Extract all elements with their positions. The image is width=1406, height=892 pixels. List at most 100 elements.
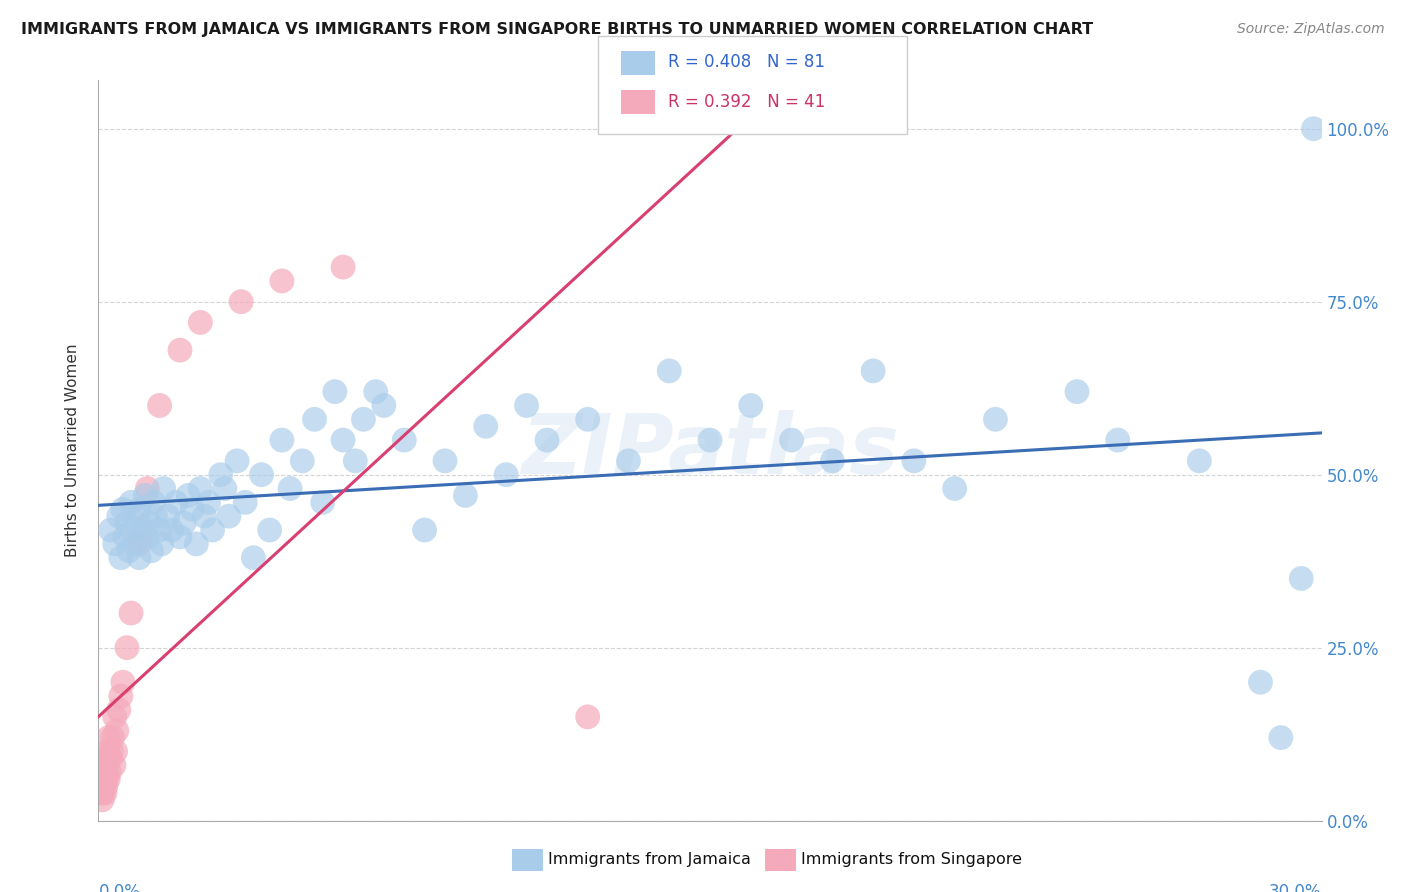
Point <box>100 744 122 758</box>
Point <box>105 723 128 738</box>
Point <box>433 454 456 468</box>
Point <box>332 260 354 274</box>
Point <box>1249 675 1271 690</box>
Point <box>149 523 172 537</box>
Point <box>392 433 416 447</box>
Text: R = 0.392   N = 41: R = 0.392 N = 41 <box>668 93 825 111</box>
Point <box>96 772 118 786</box>
Point <box>1107 433 1129 447</box>
Point <box>124 537 146 551</box>
Point <box>278 482 301 496</box>
Text: Immigrants from Singapore: Immigrants from Singapore <box>801 853 1022 867</box>
Point <box>197 495 219 509</box>
Point <box>173 516 195 530</box>
Text: 0.0%: 0.0% <box>98 883 141 892</box>
Point <box>250 467 273 482</box>
Point <box>149 399 172 413</box>
Text: R = 0.408   N = 81: R = 0.408 N = 81 <box>668 54 825 71</box>
Point <box>91 779 114 793</box>
Point <box>136 482 159 496</box>
Point <box>115 640 138 655</box>
Point <box>97 731 120 745</box>
Point <box>132 523 155 537</box>
Point <box>943 482 966 496</box>
Point <box>89 779 111 793</box>
Point <box>91 765 114 780</box>
Point <box>373 399 395 413</box>
Point <box>617 454 640 468</box>
Point <box>169 343 191 358</box>
Point <box>186 537 208 551</box>
Point <box>120 606 142 620</box>
Point <box>188 315 212 329</box>
Point <box>122 523 145 537</box>
Point <box>740 399 762 413</box>
Point <box>128 537 150 551</box>
Point <box>111 675 134 690</box>
Point <box>156 509 179 524</box>
Point <box>169 530 191 544</box>
Point <box>100 523 122 537</box>
Point <box>90 786 112 800</box>
Point <box>93 765 115 780</box>
Point <box>96 758 118 772</box>
Point <box>201 523 224 537</box>
Point <box>165 495 187 509</box>
Text: 30.0%: 30.0% <box>1270 883 1322 892</box>
Point <box>780 433 803 447</box>
Point <box>94 786 117 800</box>
Point <box>1302 121 1324 136</box>
Point <box>454 488 477 502</box>
Point <box>188 482 212 496</box>
Point <box>118 543 141 558</box>
Point <box>91 758 114 772</box>
Point <box>413 523 436 537</box>
Point <box>323 384 346 399</box>
Point <box>142 495 165 509</box>
Point <box>821 454 844 468</box>
Point <box>352 412 374 426</box>
Point <box>91 786 114 800</box>
Point <box>903 454 925 468</box>
Point <box>177 488 200 502</box>
Point <box>516 399 538 413</box>
Point <box>226 454 249 468</box>
Point <box>108 509 131 524</box>
Point <box>984 412 1007 426</box>
Point <box>98 765 121 780</box>
Point <box>242 550 264 565</box>
Point <box>128 550 150 565</box>
Point <box>181 502 204 516</box>
Point <box>291 454 314 468</box>
Point <box>259 523 281 537</box>
Point <box>127 509 149 524</box>
Point <box>214 482 236 496</box>
Point <box>138 516 160 530</box>
Point <box>108 703 131 717</box>
Text: IMMIGRANTS FROM JAMAICA VS IMMIGRANTS FROM SINGAPORE BIRTHS TO UNMARRIED WOMEN C: IMMIGRANTS FROM JAMAICA VS IMMIGRANTS FR… <box>21 22 1094 37</box>
Point <box>233 495 256 509</box>
Point <box>699 433 721 447</box>
Point <box>141 543 163 558</box>
Point <box>312 495 335 509</box>
Point <box>145 509 167 524</box>
Point <box>536 433 558 447</box>
Point <box>128 502 150 516</box>
Point <box>495 467 517 482</box>
Point <box>120 495 142 509</box>
Point <box>1188 454 1211 468</box>
Point <box>136 530 159 544</box>
Point <box>160 523 183 537</box>
Point <box>270 433 294 447</box>
Text: Source: ZipAtlas.com: Source: ZipAtlas.com <box>1237 22 1385 37</box>
Point <box>332 433 354 447</box>
Point <box>104 710 127 724</box>
Point <box>94 779 117 793</box>
Point <box>104 537 127 551</box>
Point <box>231 294 253 309</box>
Point <box>96 744 118 758</box>
Point <box>97 772 120 786</box>
Point <box>270 274 294 288</box>
Point <box>474 419 498 434</box>
Point <box>1291 572 1313 586</box>
